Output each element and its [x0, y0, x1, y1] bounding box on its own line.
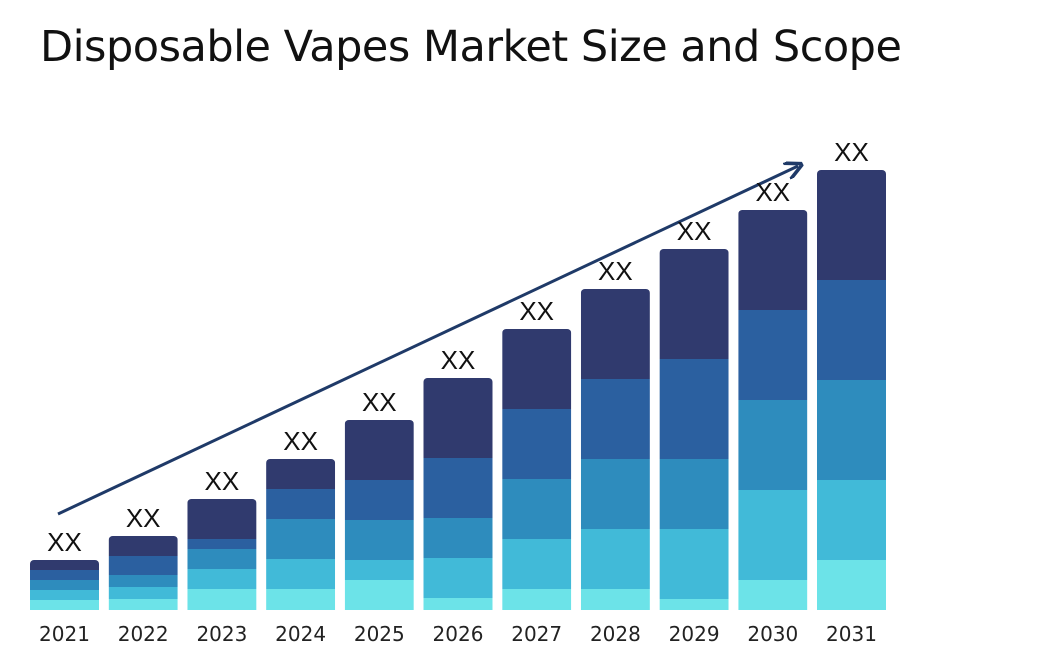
bar-segment-2028-4: [580, 379, 650, 459]
bar-segment-2024-1: [266, 589, 336, 610]
bar-segment-2027-3: [502, 479, 572, 539]
bar-segment-2023-4: [187, 539, 257, 549]
bar-segment-2021-1: [30, 600, 99, 610]
bar-2022: [108, 536, 178, 610]
bar-segment-2023-2: [187, 569, 257, 589]
bar-2024: [266, 459, 336, 610]
bar-segment-2030-4: [738, 310, 808, 400]
bar-2031: [817, 170, 886, 610]
bar-segment-2026-1: [423, 598, 493, 610]
bar-segment-2022-3: [108, 575, 178, 587]
bar-segment-2024-5: [266, 459, 336, 489]
bar-segment-2025-4: [344, 480, 414, 520]
bar-2030: [738, 210, 808, 610]
data-label-2027: XX: [519, 296, 554, 326]
bar-segment-2031-4: [817, 280, 886, 380]
x-tick-2031: 2031: [826, 622, 877, 646]
bar-segment-2028-5: [580, 289, 650, 379]
x-tick-2026: 2026: [433, 622, 484, 646]
bar-segment-2027-2: [502, 539, 572, 589]
bar-2029: [659, 249, 729, 610]
bar-segment-2021-5: [30, 560, 99, 570]
bar-segment-2026-2: [423, 558, 493, 598]
bar-segment-2027-1: [502, 589, 572, 610]
bar-segment-2027-5: [502, 329, 572, 409]
x-tick-2029: 2029: [669, 622, 720, 646]
trend-arrow: [57, 166, 798, 516]
x-axis-ticks: 2021 2022 2023 2024 2025 2026 2027 2028 2029 2030…: [39, 622, 877, 646]
bar-segment-2024-2: [266, 559, 336, 589]
bar-segment-2025-5: [344, 420, 414, 480]
bar-segment-2021-4: [30, 570, 99, 580]
bar-segment-2029-5: [659, 249, 729, 359]
bar-segment-2025-2: [344, 560, 414, 580]
bar-segment-2022-4: [108, 556, 178, 575]
bar-segment-2030-3: [738, 400, 808, 490]
bar-segment-2026-5: [423, 378, 493, 458]
bar-segment-2028-2: [580, 529, 650, 589]
bar-segment-2030-5: [738, 210, 808, 310]
data-label-2022: XX: [126, 503, 161, 533]
bar-segment-2031-3: [817, 380, 886, 480]
bar-2027: [502, 329, 572, 610]
bar-2021: [30, 560, 99, 610]
x-tick-2022: 2022: [118, 622, 169, 646]
x-tick-2024: 2024: [275, 622, 326, 646]
bar-segment-2029-1: [659, 599, 729, 610]
bars-layer: [30, 170, 886, 610]
x-tick-2021: 2021: [39, 622, 90, 646]
x-tick-2023: 2023: [196, 622, 247, 646]
bar-segment-2023-3: [187, 549, 257, 569]
bar-segment-2022-5: [108, 536, 178, 556]
bar-2023: [187, 499, 257, 610]
labels-layer: XX XX XX XX XX XX XX XX XX XX XX: [47, 137, 869, 557]
data-label-2024: XX: [283, 426, 318, 456]
bar-2026: [423, 378, 493, 610]
data-label-2031: XX: [834, 137, 869, 167]
chart-title: Disposable Vapes Market Size and Scope: [40, 22, 902, 72]
bar-segment-2027-4: [502, 409, 572, 479]
bar-segment-2021-2: [30, 590, 99, 600]
bar-segment-2025-1: [344, 580, 414, 610]
bar-segment-2024-4: [266, 489, 336, 519]
data-label-2030: XX: [755, 177, 790, 207]
data-label-2023: XX: [205, 466, 240, 496]
bar-segment-2022-2: [108, 587, 178, 599]
bar-2028: [580, 289, 650, 610]
bar-segment-2029-3: [659, 459, 729, 529]
x-tick-2027: 2027: [511, 622, 562, 646]
bar-segment-2021-3: [30, 580, 99, 590]
bar-segment-2026-4: [423, 458, 493, 518]
bar-segment-2025-3: [344, 520, 414, 560]
data-label-2029: XX: [677, 216, 712, 246]
bar-segment-2031-1: [817, 560, 886, 610]
bar-segment-2028-3: [580, 459, 650, 529]
bar-segment-2030-2: [738, 490, 808, 580]
bar-segment-2026-3: [423, 518, 493, 558]
bar-segment-2022-1: [108, 599, 178, 610]
bar-segment-2028-1: [580, 589, 650, 610]
x-tick-2025: 2025: [354, 622, 405, 646]
bar-segment-2031-2: [817, 480, 886, 560]
x-tick-2030: 2030: [747, 622, 798, 646]
bar-segment-2023-5: [187, 499, 257, 539]
data-label-2025: XX: [362, 387, 397, 417]
bar-2025: [344, 420, 414, 610]
data-label-2021: XX: [47, 527, 82, 557]
bar-segment-2031-5: [817, 170, 886, 280]
data-label-2026: XX: [441, 345, 476, 375]
bar-segment-2030-1: [738, 580, 808, 610]
bar-segment-2029-2: [659, 529, 729, 599]
bar-segment-2024-3: [266, 519, 336, 559]
data-label-2028: XX: [598, 256, 633, 286]
bar-segment-2023-1: [187, 589, 257, 610]
bar-segment-2029-4: [659, 359, 729, 459]
x-tick-2028: 2028: [590, 622, 641, 646]
